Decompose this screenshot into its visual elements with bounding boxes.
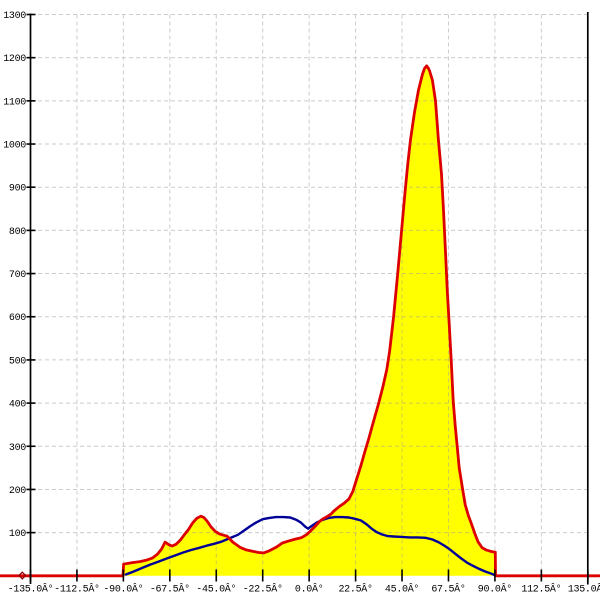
x-tick-label: 112.5Â° (521, 582, 561, 596)
x-tick-label: 67.5Â° (431, 582, 465, 596)
x-tick-label: -112.5Â° (54, 582, 100, 596)
y-tick-label: 700 (9, 270, 26, 281)
x-tick-label: 22.5Â° (338, 582, 372, 596)
y-tick-label: 500 (9, 356, 26, 367)
y-tick-label: 1300 (3, 11, 26, 22)
axis-ticks (26, 13, 589, 582)
y-tick-label: 200 (9, 486, 26, 497)
zero-diamond-marker (18, 571, 27, 580)
y-tick-label: 900 (9, 184, 26, 195)
axis-labels: -135.0Â° -112.5Â° -90.0Â° -67.5Â° -45.0Â° -22… (3, 11, 600, 596)
x-tick-label: -45.0Â° (196, 582, 236, 596)
x-tick-label: 0.0Â° (295, 582, 324, 596)
y-tick-label: 1100 (3, 97, 26, 108)
x-tick-label: -67.5Â° (150, 582, 190, 596)
y-tick-label: 100 (9, 529, 26, 540)
grid-lines (31, 14, 588, 576)
y-tick-label: 400 (9, 400, 26, 411)
y-tick-label: 800 (9, 227, 26, 238)
y-tick-label: 600 (9, 313, 26, 324)
x-tick-label: -135.0Â° (8, 582, 54, 596)
histogram-outline (0, 64, 600, 578)
histogram-area-fill (123, 65, 496, 576)
x-tick-label: 45.0Â° (385, 582, 419, 596)
x-tick-label: 90.0Â° (478, 582, 512, 596)
y-tick-label: 300 (9, 443, 26, 454)
y-tick-label: 1200 (3, 54, 26, 65)
y-tick-label: 1000 (3, 141, 26, 152)
x-tick-label: -90.0Â° (103, 582, 143, 596)
x-tick-label: 135.0Â° (568, 582, 600, 596)
x-tick-label: -22.5Â° (243, 582, 283, 596)
